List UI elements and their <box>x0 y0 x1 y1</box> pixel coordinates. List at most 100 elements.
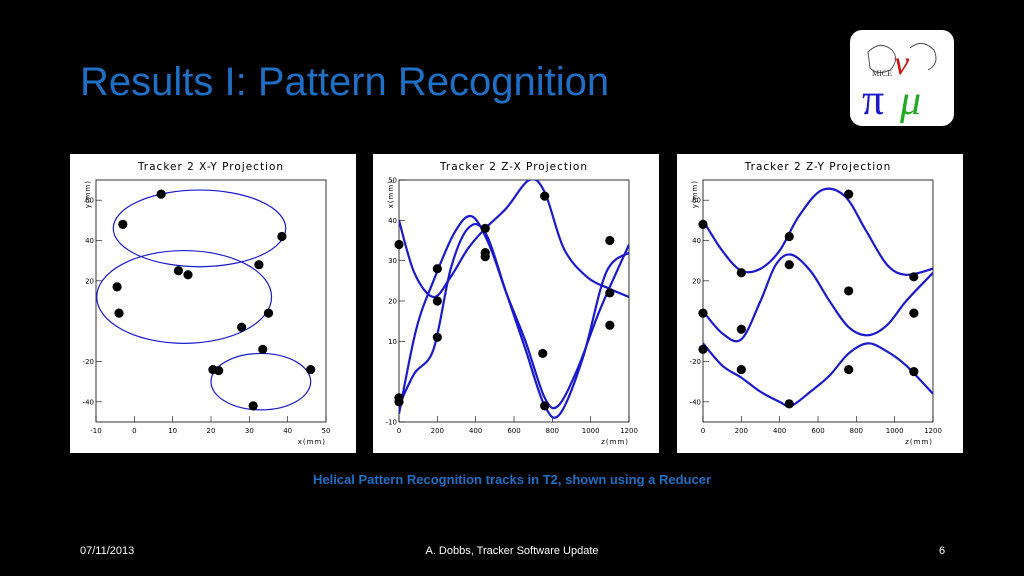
data-point <box>394 239 404 250</box>
data-point <box>844 286 854 296</box>
y-tick-label: 30 <box>388 257 397 265</box>
data-point <box>605 288 615 298</box>
track-circle <box>112 189 287 268</box>
x-tick-label: 40 <box>283 427 292 435</box>
chart-panel-xy: Tracker 2 X-Y Projection -10 0 10 20 30 40 50 -4… <box>70 154 356 453</box>
plot-area <box>703 187 933 408</box>
x-tick-label: 400 <box>469 427 482 435</box>
y-tick-label: 20 <box>692 277 701 285</box>
slide-title: Results I: Pattern Recognition <box>80 60 610 104</box>
data-point <box>112 282 122 292</box>
data-point <box>263 308 274 318</box>
x-axis-label: z(mm) <box>905 438 933 446</box>
y-tick-label: 10 <box>388 338 397 346</box>
x-tick-label: 0 <box>701 427 705 435</box>
y-tick-label: -20 <box>690 358 701 366</box>
data-point <box>258 344 268 354</box>
y-tick-label: 20 <box>388 298 397 306</box>
y-tick-label: 40 <box>692 237 701 245</box>
data-point <box>306 364 316 375</box>
data-point <box>784 260 794 270</box>
plot-area <box>399 180 629 419</box>
data-point <box>114 308 124 318</box>
data-point <box>909 308 919 318</box>
y-tick-label: 40 <box>85 237 94 245</box>
figure-caption: Helical Pattern Recognition tracks in T2… <box>312 472 712 487</box>
chart-zy-svg: Tracker 2 Z-Y Projection 0 200 400 600 800 100… <box>690 161 942 446</box>
y-tick-label: -40 <box>83 398 94 406</box>
data-point <box>254 260 264 270</box>
x-tick-label: 200 <box>431 427 444 435</box>
data-point <box>844 189 854 199</box>
y-axis-label: y(mm) <box>691 180 699 208</box>
data-point <box>394 397 404 407</box>
track-circle <box>96 249 273 344</box>
chart-panel-zx: Tracker 2 Z-X Projection 0 200 400 600 800 100… <box>373 154 659 453</box>
x-tick-label: 0 <box>132 427 136 435</box>
data-point <box>118 219 128 229</box>
x-tick-label: 800 <box>546 427 559 435</box>
footer-center: A. Dobbs, Tracker Software Update <box>425 545 599 557</box>
x-tick-label: 0 <box>397 427 401 435</box>
data-point <box>480 223 490 233</box>
data-point <box>480 252 490 262</box>
chart-title: Tracker 2 Z-X Projection <box>439 161 588 173</box>
data-point <box>540 401 550 411</box>
x-tick-label: 600 <box>811 427 824 435</box>
x-tick-label: 1000 <box>582 427 600 435</box>
x-tick-label: 400 <box>773 427 786 435</box>
data-point <box>277 231 287 242</box>
data-point <box>183 270 193 280</box>
data-point <box>698 308 708 318</box>
y-tick-label: -40 <box>690 398 701 406</box>
x-tick-label: 1200 <box>924 427 942 435</box>
data-point <box>237 322 247 332</box>
data-point <box>432 264 442 274</box>
x-axis-label: z(mm) <box>601 438 629 446</box>
y-tick-label: 60 <box>85 197 94 205</box>
chart-title: Tracker 2 Z-Y Projection <box>744 161 891 173</box>
data-point <box>736 364 746 375</box>
x-tick-label: 1000 <box>886 427 904 435</box>
data-point <box>156 189 166 199</box>
x-tick-label: 50 <box>322 427 331 435</box>
y-tick-label: 20 <box>85 277 94 285</box>
plot-area <box>96 189 312 411</box>
data-point <box>432 332 442 342</box>
data-point <box>540 191 550 201</box>
data-point <box>698 219 708 229</box>
data-point <box>844 364 854 375</box>
y-tick-label: 40 <box>388 217 397 225</box>
footer-page-number: 6 <box>939 545 946 557</box>
x-tick-label: 800 <box>850 427 863 435</box>
track-circle <box>210 352 312 411</box>
track-line <box>703 253 933 343</box>
logo-image: MICE ν π μ <box>862 43 937 124</box>
data-point <box>784 231 794 242</box>
data-point <box>698 344 708 354</box>
logo-mu: μ <box>899 78 921 124</box>
y-tick-label: 50 <box>388 177 397 185</box>
chart-panel-zy: Tracker 2 Z-Y Projection 0 200 400 600 800 100… <box>677 154 963 453</box>
y-tick-label: -20 <box>83 358 94 366</box>
x-tick-label: 10 <box>168 427 177 435</box>
data-point <box>736 324 746 334</box>
y-tick-label: 60 <box>692 197 701 205</box>
data-point <box>605 320 615 330</box>
logo-nu: ν <box>894 45 910 82</box>
y-tick-label: -10 <box>386 419 397 427</box>
x-tick-label: 600 <box>507 427 520 435</box>
footer-date: 07/11/2013 <box>80 545 135 557</box>
chart-zx-svg: Tracker 2 Z-X Projection 0 200 400 600 800 100… <box>386 161 638 446</box>
x-tick-label: 200 <box>735 427 748 435</box>
x-tick-label: 20 <box>207 427 216 435</box>
track-line <box>399 180 629 299</box>
y-axis-label: y(mm) <box>84 180 92 208</box>
data-point <box>538 348 548 359</box>
data-point <box>248 401 258 411</box>
logo-pi: π <box>862 75 884 124</box>
x-axis-label: x(mm) <box>298 438 326 446</box>
y-axis-label: x(mm) <box>387 180 395 208</box>
mice-logo: MICE ν π μ <box>850 30 954 126</box>
x-tick-label: -10 <box>90 427 101 435</box>
